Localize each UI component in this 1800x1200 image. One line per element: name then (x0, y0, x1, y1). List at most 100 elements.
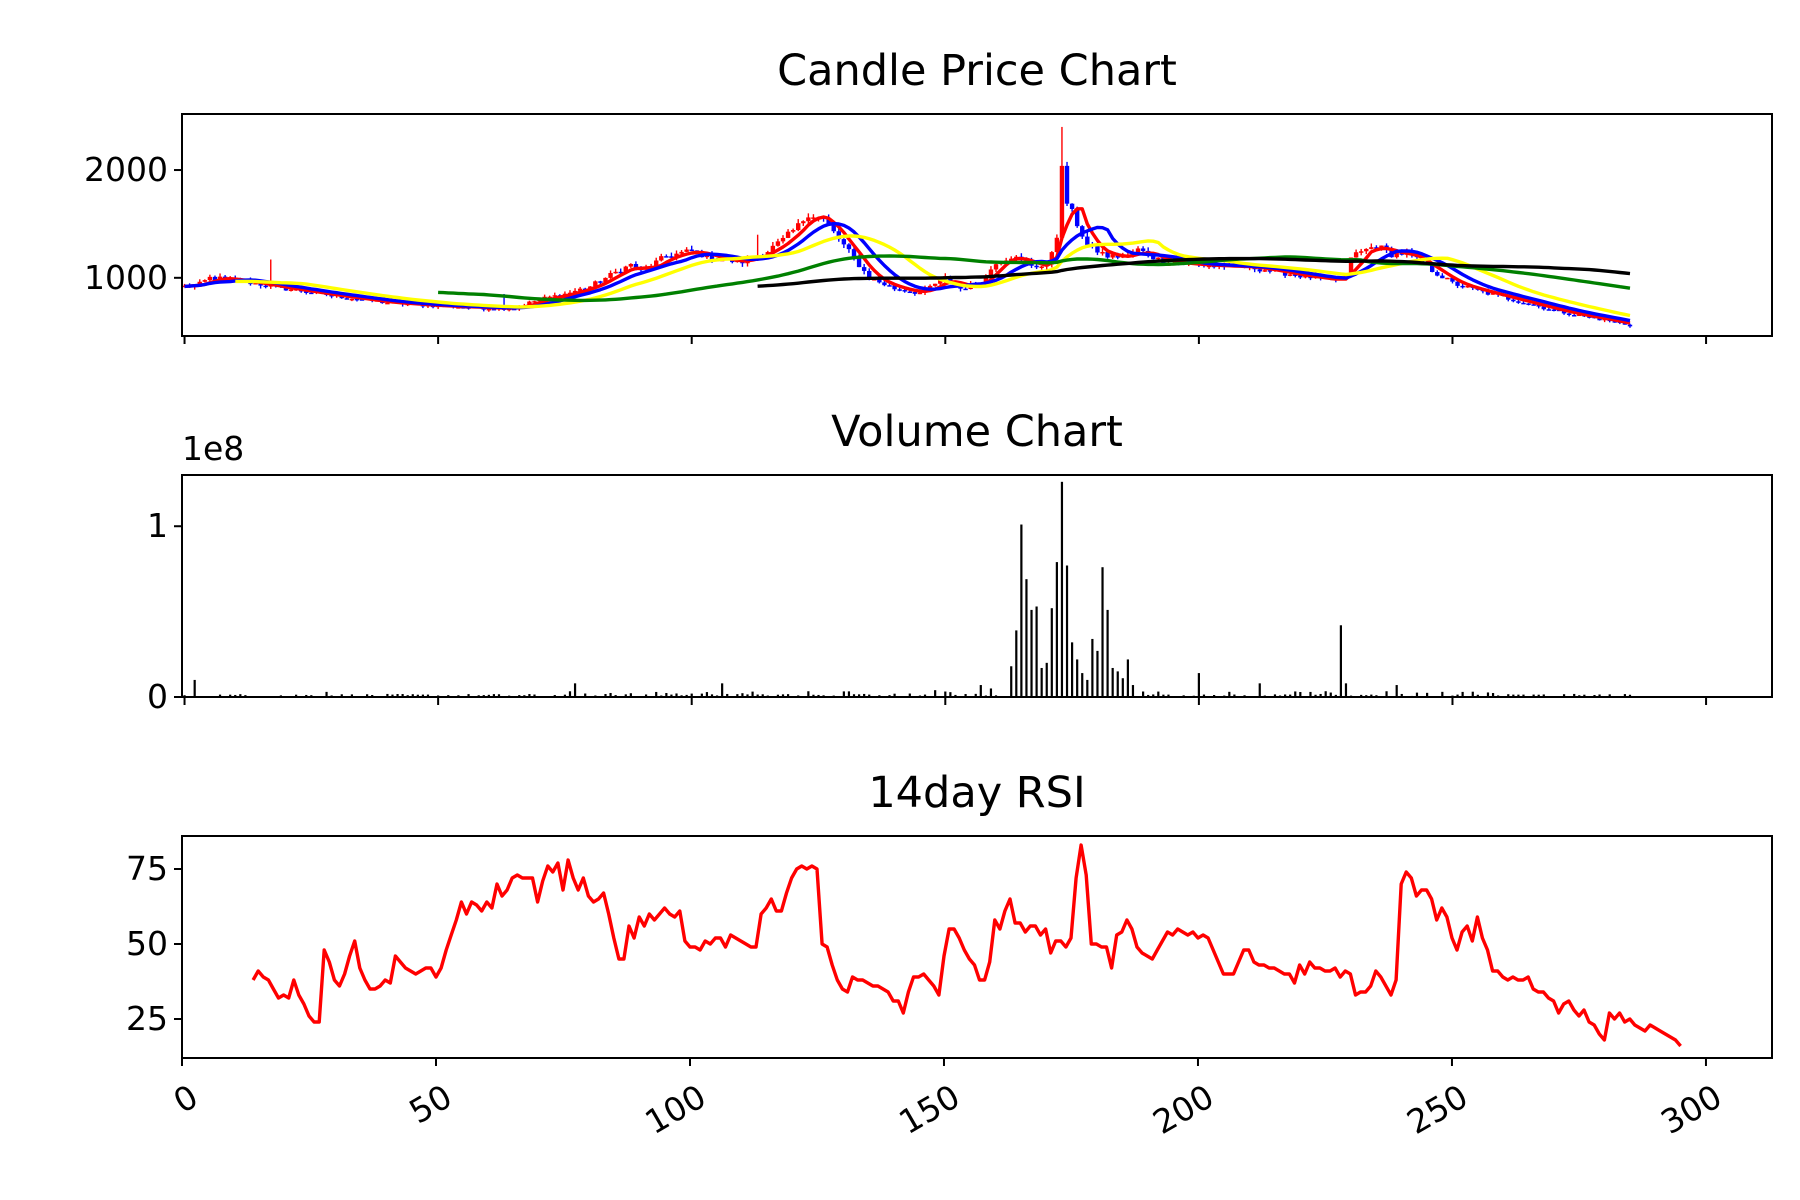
candle-body (664, 256, 669, 258)
volume-bar (604, 694, 607, 697)
volume-bar (1126, 659, 1129, 697)
volume-bar (193, 679, 196, 697)
candle-body (1597, 317, 1602, 321)
candle-body (861, 267, 867, 271)
volume-bar (847, 691, 851, 697)
volume-bar (1319, 693, 1322, 697)
candle-body (689, 249, 694, 252)
rsi-chart-title: 14day RSI (868, 768, 1085, 818)
volume-bar (776, 694, 780, 697)
volume-bar (1040, 667, 1043, 697)
volume-bar (1299, 692, 1302, 697)
volume-bar (675, 693, 678, 697)
y-tick-label: 0 (147, 677, 168, 716)
volume-bar (908, 693, 911, 697)
volume-bar (685, 694, 688, 697)
volume-bar (563, 694, 567, 697)
candle-body (790, 230, 796, 232)
candle-body (1105, 252, 1110, 258)
candle-body (780, 237, 786, 242)
volume-bar (1142, 691, 1145, 697)
volume-bar (1486, 692, 1490, 697)
candle-body (1049, 252, 1055, 265)
price-chart-title: Candle Price Chart (777, 46, 1177, 96)
volume-bar (1476, 694, 1479, 697)
price-moving-averages (184, 207, 1631, 325)
candle-body (1394, 252, 1399, 258)
volume-bar (1294, 691, 1297, 697)
volume-bar (741, 693, 744, 697)
candle-body (684, 249, 689, 252)
candle-body (258, 283, 263, 286)
volume-y-axis: 01 (147, 506, 182, 716)
candle-body (867, 270, 872, 280)
candle-body (288, 289, 294, 291)
y-tick-label: 1000 (84, 258, 168, 297)
volume-bar (1233, 694, 1236, 697)
candle-body (1034, 265, 1039, 268)
candle-body (263, 285, 268, 288)
volume-bar (1106, 609, 1109, 697)
volume-bar (1491, 693, 1495, 697)
candle-body (669, 256, 674, 258)
candle-body (1435, 271, 1440, 276)
candle-body (887, 285, 892, 287)
volume-bar (1598, 694, 1601, 697)
volume-bar (736, 694, 739, 697)
candle-body (1587, 316, 1592, 318)
candle-body (1298, 275, 1303, 278)
candle-body (806, 217, 811, 222)
volume-bar (426, 694, 430, 697)
volume-bar (923, 694, 927, 697)
volume-bar (1339, 625, 1342, 697)
volume-bar (857, 694, 861, 697)
candle-body (354, 298, 360, 301)
volume-bar (644, 694, 648, 697)
volume-bar (340, 694, 343, 697)
candle-body (938, 279, 943, 284)
volume-bar (1070, 642, 1074, 697)
candle-body (811, 217, 816, 219)
volume-bar (812, 694, 815, 697)
volume-bar (1461, 691, 1464, 697)
candle-body (552, 295, 557, 297)
volume-bar (1162, 694, 1165, 697)
volume-bar (786, 694, 790, 697)
candle-body (1059, 165, 1065, 238)
volume-bar (1562, 694, 1566, 697)
candle-body (309, 292, 314, 295)
volume-bar (305, 694, 308, 697)
volume-bar (1202, 694, 1206, 697)
candle-body (1135, 248, 1141, 253)
volume-bar (705, 692, 709, 697)
candle-body (856, 257, 862, 268)
volume-bar (863, 693, 866, 697)
volume-bar (1400, 693, 1403, 697)
volume-bar (1583, 694, 1586, 697)
candle-body (841, 239, 847, 245)
candle-body (628, 263, 634, 267)
volume-bar (1370, 694, 1373, 697)
candle-body (1206, 265, 1212, 268)
volume-bar (573, 683, 577, 697)
candle-body (1429, 264, 1435, 272)
volume-bar (949, 692, 952, 697)
candle-body (608, 272, 613, 278)
volume-bar (944, 691, 947, 697)
volume-bar (1289, 694, 1292, 697)
volume-bar (1573, 693, 1576, 697)
candle-body (993, 264, 999, 270)
volume-bar (756, 694, 759, 697)
volume-bar (1360, 694, 1363, 697)
y-tick-label: 25 (126, 999, 168, 1038)
volume-bar (1197, 673, 1200, 697)
candle-body (897, 289, 902, 291)
candle-body (983, 275, 989, 286)
volume-bar (979, 685, 982, 697)
candle-body (486, 308, 492, 311)
candle-body (202, 280, 208, 282)
volume-bar (710, 694, 714, 697)
volume-bar (568, 691, 572, 697)
candle-body (654, 260, 659, 267)
